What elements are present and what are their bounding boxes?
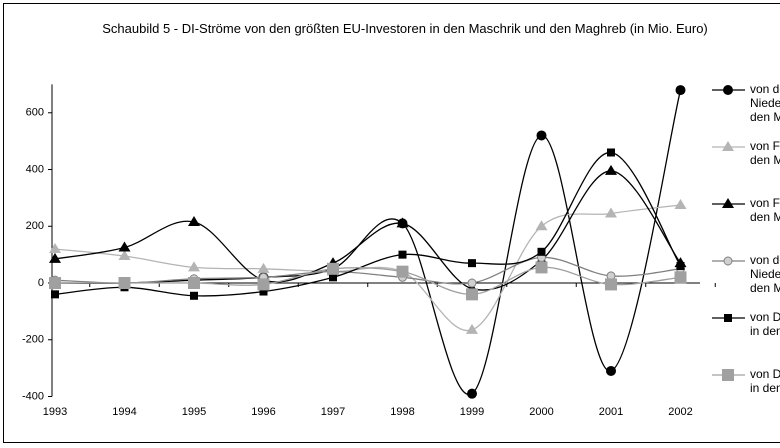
marker — [327, 262, 339, 275]
y-tick-label: 0 — [38, 277, 44, 289]
marker — [535, 220, 548, 231]
y-tick-label: -400 — [22, 390, 44, 402]
x-tick-label: 1996 — [251, 406, 275, 418]
y-tick-label: -200 — [22, 334, 44, 346]
marker — [396, 265, 409, 278]
legend-label: von den Niederlanden in den Maschrik — [750, 82, 780, 124]
legend-label: von Frankreich in den Maghreb — [750, 139, 780, 167]
marker — [188, 261, 200, 272]
marker — [674, 198, 687, 209]
series — [50, 252, 685, 288]
x-tick-label: 2002 — [668, 406, 692, 418]
marker — [723, 85, 733, 95]
x-tick-label: 1997 — [321, 406, 345, 418]
y-tick-label: 400 — [26, 163, 44, 175]
marker — [605, 278, 617, 291]
chart-frame — [3, 3, 780, 443]
series-line — [54, 151, 682, 297]
legend-label: von Deutschland in den Maghreb — [750, 367, 780, 395]
marker — [49, 252, 61, 263]
marker — [257, 278, 270, 291]
series-line — [55, 266, 681, 296]
marker — [257, 262, 270, 273]
marker — [675, 85, 686, 96]
x-tick-label: 1998 — [390, 406, 414, 418]
marker — [329, 273, 337, 282]
y-tick-label: 600 — [26, 107, 44, 119]
series — [50, 85, 686, 399]
legend-label: von den Niederlanden in den Maghreb — [750, 253, 780, 295]
series-line — [54, 204, 681, 332]
marker — [188, 216, 200, 227]
marker — [535, 261, 548, 274]
marker — [396, 217, 409, 228]
series — [51, 148, 685, 300]
marker — [723, 256, 733, 266]
marker — [722, 369, 734, 381]
x-tick-label: 1994 — [112, 406, 136, 418]
series-line — [54, 170, 682, 291]
marker — [118, 241, 131, 252]
series — [49, 261, 687, 301]
marker — [190, 291, 198, 300]
chart-title: Schaubild 5 - DI-Ströme von den größten … — [102, 21, 708, 36]
marker — [537, 247, 546, 256]
marker — [49, 277, 61, 290]
series-line — [54, 89, 682, 395]
marker — [606, 365, 616, 376]
marker — [722, 141, 734, 151]
marker — [605, 164, 617, 175]
marker — [467, 388, 477, 399]
series — [49, 198, 687, 334]
marker — [118, 277, 131, 290]
x-tick-label: 1995 — [182, 406, 206, 418]
marker — [51, 290, 59, 299]
marker — [607, 148, 615, 157]
marker — [398, 250, 407, 259]
x-tick-label: 1999 — [460, 406, 484, 418]
marker — [724, 314, 732, 322]
marker — [259, 287, 268, 296]
marker — [49, 242, 61, 253]
legend-label: von Deutschland in den Maschrik — [750, 310, 780, 338]
series-line — [54, 256, 681, 285]
legend-label: von Frankreich in den Maschrik — [750, 196, 780, 224]
marker — [722, 198, 734, 208]
marker — [468, 259, 476, 268]
marker — [536, 130, 547, 141]
marker — [466, 323, 478, 334]
x-tick-label: 2001 — [599, 406, 623, 418]
marker — [674, 271, 687, 284]
x-tick-label: 1993 — [43, 406, 67, 418]
marker — [188, 277, 200, 290]
marker — [605, 207, 617, 218]
marker — [676, 261, 685, 270]
y-tick-label: 200 — [26, 220, 44, 232]
marker — [466, 288, 478, 301]
marker — [467, 278, 477, 288]
marker — [118, 250, 131, 261]
x-tick-label: 2000 — [529, 406, 553, 418]
